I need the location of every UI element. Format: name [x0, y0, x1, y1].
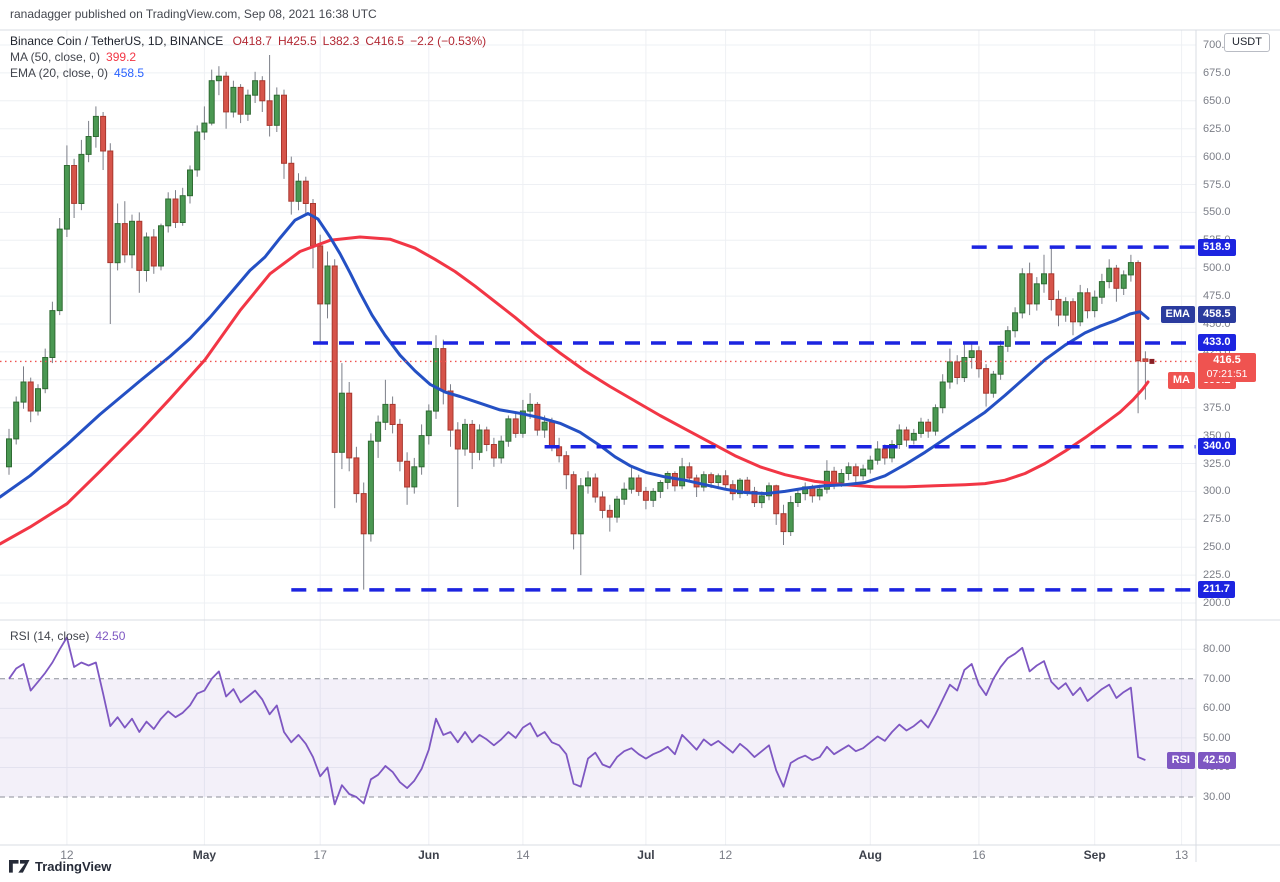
- price-axis-label: 575.0: [1203, 178, 1231, 191]
- price-axis-label: 475.0: [1203, 290, 1231, 303]
- currency-toggle-button[interactable]: USDT: [1224, 33, 1270, 52]
- price-level-chip: 211.7: [1198, 581, 1235, 599]
- rsi-axis-label: 70.00: [1203, 672, 1231, 685]
- tradingview-footer: TradingView: [9, 859, 111, 874]
- last-price-chip: 416.5 07:21:51: [1198, 353, 1256, 383]
- time-axis-label: 14: [516, 848, 530, 862]
- price-level-chip: 518.9: [1198, 238, 1236, 256]
- price-axis-label: 325.0: [1203, 457, 1231, 470]
- ma-indicator-row: MA (50, close, 0) 399.2: [10, 49, 486, 65]
- rsi-axis-label: 60.00: [1203, 702, 1231, 715]
- price-line-marker[interactable]: [1149, 358, 1155, 364]
- time-axis-label: 13: [1174, 848, 1189, 862]
- ohlc-low-label: L: [322, 34, 330, 48]
- price-axis-label: 500.0: [1203, 262, 1231, 275]
- ema-indicator-label[interactable]: EMA (20, close, 0): [10, 66, 109, 80]
- price-level-chip: 433.0: [1198, 334, 1236, 352]
- time-axis-label: 12: [718, 848, 733, 862]
- time-axis-label: Aug: [858, 848, 882, 862]
- rsi-indicator-value: 42.50: [95, 629, 126, 643]
- rsi-band-lines: [0, 678, 1196, 798]
- price-axis-label: 625.0: [1203, 122, 1231, 135]
- ema-20-line: [0, 212, 1150, 499]
- ohlc-open: 418.7: [241, 34, 272, 48]
- price-axis-label: 200.0: [1203, 597, 1231, 609]
- time-axis-label: 12: [60, 848, 74, 862]
- ema20-name-chip: EMA: [1160, 306, 1195, 323]
- ma-50-line: [0, 235, 1150, 546]
- ohlc-change: −2.2 (−0.53%): [410, 34, 487, 48]
- support-resistance-lines: [291, 245, 1196, 592]
- price-axis-label: 250.0: [1203, 541, 1231, 554]
- price-axis-label: 550.0: [1203, 206, 1231, 219]
- rsi-line: [8, 636, 1146, 806]
- rsi-axis-label: 30.00: [1203, 791, 1231, 803]
- ema-indicator-row: EMA (20, close, 0) 458.5: [10, 65, 486, 81]
- symbol-row: Binance Coin / TetherUS, 1D, BINANCE O41…: [10, 33, 486, 49]
- chart-legend: Binance Coin / TetherUS, 1D, BINANCE O41…: [10, 33, 486, 81]
- rsi-axis-label: 80.00: [1203, 643, 1231, 656]
- ema20-value-chip: 458.5: [1198, 306, 1236, 323]
- rsi-band: [0, 678, 1196, 797]
- last-price-value: 416.5: [1213, 354, 1241, 367]
- pane-separators: [0, 29, 1280, 862]
- price-level-chip: 340.0: [1198, 438, 1236, 456]
- time-axis-label: Jul: [637, 848, 655, 862]
- ma-indicator-label[interactable]: MA (50, close, 0): [10, 50, 101, 64]
- price-axis-label: 300.0: [1203, 485, 1231, 498]
- rsi-indicator-row: RSI (14, close) 42.50: [10, 629, 125, 643]
- ohlc-close-label: C: [365, 34, 375, 48]
- ohlc-high: 425.5: [286, 34, 317, 48]
- time-axis-label: May: [192, 848, 217, 862]
- ohlc-close: 416.5: [374, 34, 405, 48]
- rsi-indicator-label[interactable]: RSI (14, close): [10, 629, 90, 643]
- price-axis-label: 600.0: [1203, 150, 1231, 163]
- time-axis[interactable]: [0, 846, 1196, 862]
- price-axis-label: 650.0: [1203, 94, 1231, 107]
- time-axis-label: 16: [972, 848, 986, 862]
- ma-indicator-value: 399.2: [106, 50, 137, 64]
- rsi-value-chip: 42.50: [1198, 751, 1236, 769]
- ema-indicator-value: 458.5: [114, 66, 145, 80]
- time-axis-label: Jun: [418, 848, 440, 862]
- ohlc-high-label: H: [277, 34, 287, 48]
- rsi-axis-label: 50.00: [1203, 731, 1231, 744]
- tradingview-brand[interactable]: TradingView: [35, 859, 112, 874]
- ma50-name-chip: MA: [1167, 372, 1195, 390]
- tradingview-logo-icon: [9, 860, 30, 873]
- time-axis-label: Sep: [1083, 848, 1106, 862]
- price-axis-label: 700.0: [1203, 39, 1231, 51]
- candles-layer: [6, 55, 1149, 590]
- symbol-title[interactable]: Binance Coin / TetherUS, 1D, BINANCE: [10, 34, 224, 48]
- ohlc-low: 382.3: [329, 34, 360, 48]
- price-axis-label: 375.0: [1203, 401, 1231, 414]
- price-axis-label: 275.0: [1203, 513, 1231, 526]
- ohlc-open-label: O: [232, 34, 242, 48]
- bar-countdown: 07:21:51: [1206, 368, 1248, 381]
- rsi-name-chip: RSI: [1166, 751, 1195, 769]
- publish-attribution: ranadagger published on TradingView.com,…: [10, 7, 377, 21]
- price-axis-label: 225.0: [1203, 569, 1231, 582]
- price-axis-label: 675.0: [1203, 66, 1231, 79]
- ohlc-values: O418.7 H425.5 L382.3 C416.5 −2.2 (−0.53%): [227, 34, 487, 48]
- time-axis-label: 17: [313, 848, 327, 862]
